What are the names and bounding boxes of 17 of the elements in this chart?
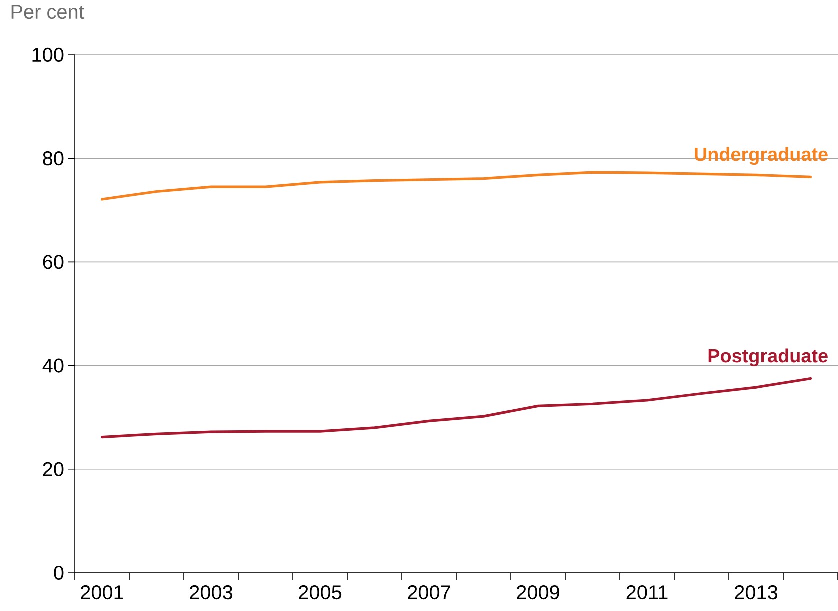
x-tick-label: 2013 [735,586,778,600]
x-tick-label: 2003 [190,586,233,600]
x-tick-label: 2001 [81,586,124,600]
y-tick-label: 80 [43,152,64,166]
x-tick-label: 2011 [626,586,668,600]
x-tick-label: 2007 [408,586,450,600]
y-tick-label: 20 [43,462,64,476]
y-tick-label: 60 [43,255,64,270]
y-axis-title: Per cent [12,5,84,20]
y-tick-label: 0 [54,566,64,580]
series-label: Undergraduate [695,147,828,166]
series-label: Postgraduate [708,348,828,367]
x-tick-label: 2005 [299,586,342,600]
y-tick-label: 100 [32,48,64,62]
line-series [100,377,812,439]
y-tick-label: 40 [42,358,64,373]
x-tick-label: 2009 [517,586,560,600]
